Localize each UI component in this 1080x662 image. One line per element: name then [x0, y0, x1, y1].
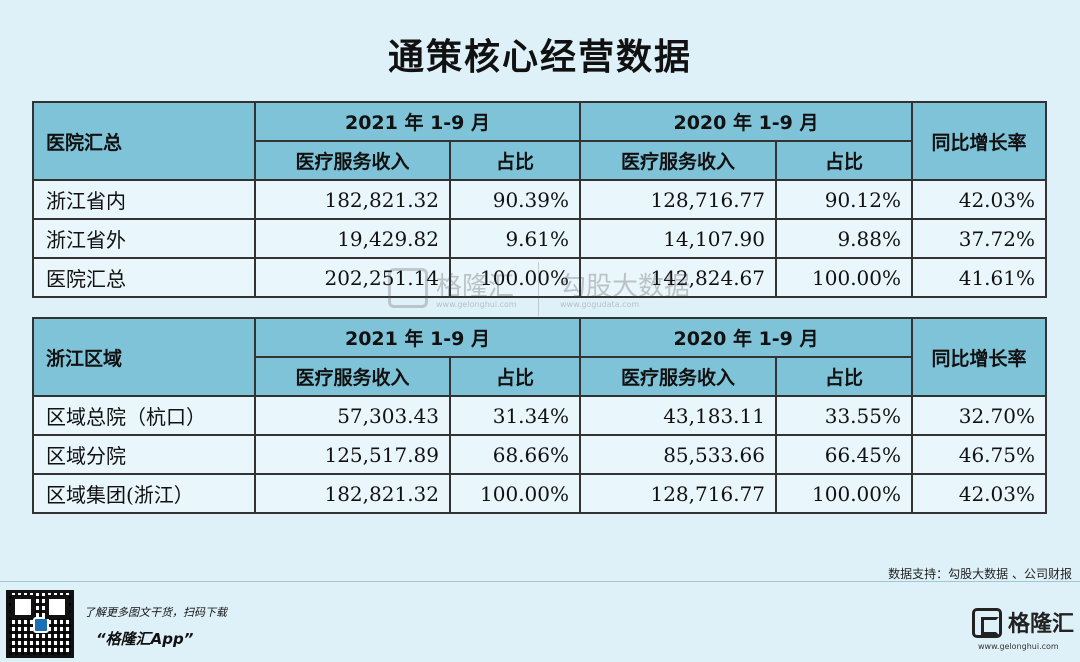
revenue-2020: 128,716.77	[579, 473, 777, 514]
qr-code-icon[interactable]	[6, 590, 74, 658]
revenue-2020: 43,183.11	[579, 395, 777, 436]
share-2021: 31.34%	[449, 395, 581, 436]
revenue-2021-header: 医疗服务收入	[254, 140, 451, 181]
watermark-url: www.gogudata.com	[560, 300, 640, 309]
share-2021-header: 占比	[449, 140, 581, 181]
row-label: 浙江省内	[32, 179, 256, 220]
revenue-2021: 57,303.43	[254, 395, 451, 436]
share-2020: 66.45%	[775, 434, 913, 475]
revenue-2020-header: 医疗服务收入	[579, 356, 777, 397]
growth-rate: 46.75%	[911, 434, 1047, 475]
period-2020-header: 2020 年 1-9 月	[579, 317, 913, 358]
row-label: 区域总院（杭口）	[32, 395, 256, 436]
share-2021: 68.66%	[449, 434, 581, 475]
section-label: 医院汇总	[32, 101, 256, 181]
table-row: 浙江省内 182,821.32 90.39% 128,716.77 90.12%…	[32, 179, 1047, 220]
share-2020: 90.12%	[775, 179, 913, 220]
hospital-summary-table: 医院汇总 2021 年 1-9 月 2020 年 1-9 月 同比增长率 医疗服…	[32, 101, 1047, 298]
period-2021-header: 2021 年 1-9 月	[254, 317, 581, 358]
growth-rate: 42.03%	[911, 179, 1047, 220]
share-2020: 33.55%	[775, 395, 913, 436]
growth-rate: 42.03%	[911, 473, 1047, 514]
zhejiang-region-table: 浙江区域 2021 年 1-9 月 2020 年 1-9 月 同比增长率 医疗服…	[32, 317, 1047, 514]
share-2020: 100.00%	[775, 473, 913, 514]
revenue-2021: 182,821.32	[254, 473, 451, 514]
promo-app-name: “格隆汇App”	[96, 630, 194, 648]
table-row: 区域分院 125,517.89 68.66% 85,533.66 66.45% …	[32, 434, 1047, 475]
section-label: 浙江区域	[32, 317, 256, 397]
revenue-2021: 19,429.82	[254, 218, 451, 259]
share-2021: 90.39%	[449, 179, 581, 220]
share-2021: 9.61%	[449, 218, 581, 259]
brand-name: 格隆汇	[1008, 612, 1075, 637]
table-row: 医院汇总 202,251.14 100.00% 142,824.67 100.0…	[32, 257, 1047, 298]
share-2021: 100.00%	[449, 473, 581, 514]
brand-logo: 格隆汇 www.gelonghui.com	[972, 606, 1076, 654]
revenue-2020: 85,533.66	[579, 434, 777, 475]
promo-text: 了解更多图文干货，扫码下载	[84, 606, 227, 619]
share-2020-header: 占比	[775, 356, 913, 397]
growth-rate: 32.70%	[911, 395, 1047, 436]
growth-header: 同比增长率	[911, 101, 1047, 181]
revenue-2021: 182,821.32	[254, 179, 451, 220]
revenue-2020: 14,107.90	[579, 218, 777, 259]
gelonghui-logo-icon	[972, 608, 1002, 638]
footer-divider	[0, 581, 1080, 582]
table-row: 区域总院（杭口） 57,303.43 31.34% 43,183.11 33.5…	[32, 395, 1047, 436]
period-2021-header: 2021 年 1-9 月	[254, 101, 581, 142]
table-row: 区域集团(浙江） 182,821.32 100.00% 128,716.77 1…	[32, 473, 1047, 514]
share-2021: 100.00%	[449, 257, 581, 298]
revenue-2020: 128,716.77	[579, 179, 777, 220]
page-title: 通策核心经营数据	[387, 37, 692, 78]
period-2020-header: 2020 年 1-9 月	[579, 101, 913, 142]
watermark-url: www.gelonghui.com	[436, 300, 517, 309]
table-row: 浙江省外 19,429.82 9.61% 14,107.90 9.88% 37.…	[32, 218, 1047, 259]
row-label: 区域分院	[32, 434, 256, 475]
share-2020: 9.88%	[775, 218, 913, 259]
growth-rate: 41.61%	[911, 257, 1047, 298]
share-2020-header: 占比	[775, 140, 913, 181]
row-label: 区域集团(浙江）	[32, 473, 256, 514]
revenue-2020-header: 医疗服务收入	[579, 140, 777, 181]
row-label: 医院汇总	[32, 257, 256, 298]
row-label: 浙江省外	[32, 218, 256, 259]
growth-rate: 37.72%	[911, 218, 1047, 259]
share-2020: 100.00%	[775, 257, 913, 298]
share-2021-header: 占比	[449, 356, 581, 397]
revenue-2020: 142,824.67	[579, 257, 777, 298]
data-source-note: 数据支持：勾股大数据 、公司财报	[888, 567, 1072, 581]
revenue-2021: 202,251.14	[254, 257, 451, 298]
growth-header: 同比增长率	[911, 317, 1047, 397]
brand-url: www.gelonghui.com	[978, 642, 1059, 651]
revenue-2021: 125,517.89	[254, 434, 451, 475]
revenue-2021-header: 医疗服务收入	[254, 356, 451, 397]
qr-center-logo-icon	[33, 617, 49, 633]
